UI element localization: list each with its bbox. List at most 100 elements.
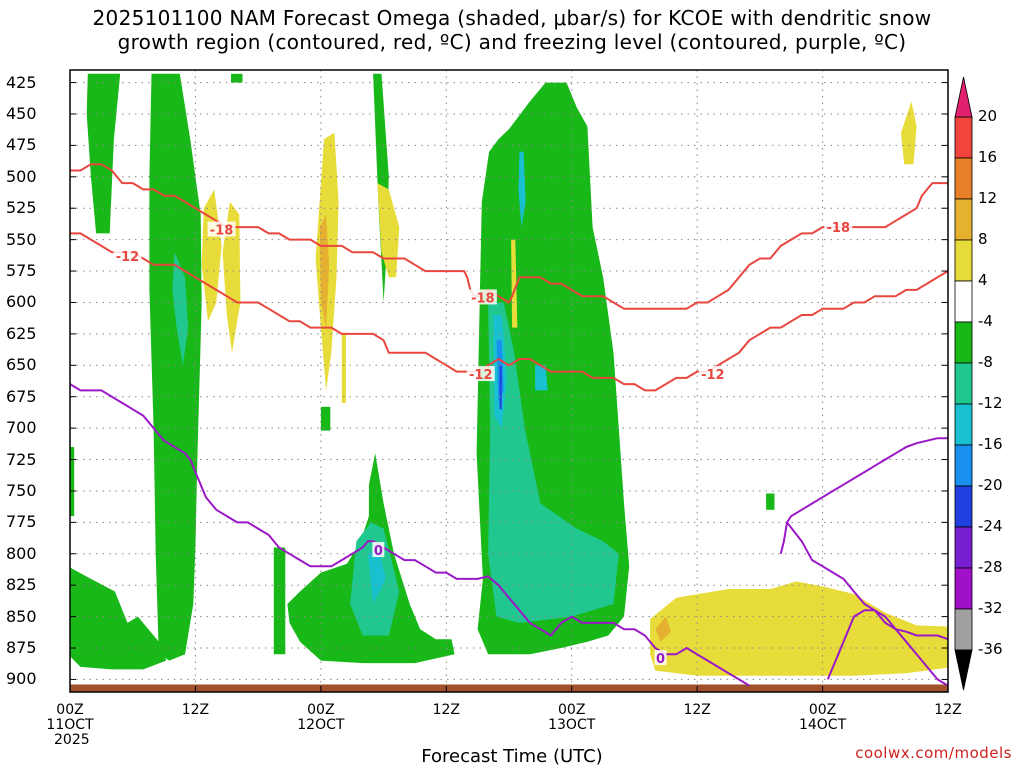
colorbar-tick-3: 8 <box>978 230 988 248</box>
colorbar-tick-0: 20 <box>978 107 998 125</box>
omega-region-15 <box>518 151 526 228</box>
pressure-tick-550: 550 <box>6 229 37 249</box>
pressure-tick-825: 825 <box>6 575 37 595</box>
dendritic-label-2-bg <box>468 289 497 305</box>
time-tick-4-line-1: 13OCT <box>548 717 596 733</box>
time-tick-7: 12Z <box>918 703 978 718</box>
colorbar <box>954 76 973 691</box>
colorbar-tick-2: 12 <box>978 189 998 207</box>
freezing-label-1-bg <box>654 650 667 666</box>
colorbar-tick-6: -8 <box>978 353 993 371</box>
dendritic-label-3-bg <box>466 366 495 382</box>
omega-region-26 <box>650 581 948 676</box>
time-tick-1-line-0: 12Z <box>181 702 210 718</box>
omega-region-4 <box>70 567 167 670</box>
contour-labels: -18 -12 -18 -12 -12 -18 0 0 <box>113 219 853 667</box>
omega-region-29 <box>655 616 671 642</box>
dendritic-label-4-bg <box>698 366 727 382</box>
omega-shading-layer <box>70 73 948 676</box>
pressure-tick-675: 675 <box>6 386 37 406</box>
time-tick-3: 12Z <box>416 703 476 718</box>
colorbar-tick-7: -12 <box>978 394 1003 412</box>
time-tick-2-line-0: 00Z <box>307 702 335 718</box>
omega-region-17 <box>367 547 386 604</box>
omega-region-1 <box>149 73 202 661</box>
freezing-contour-2 <box>779 437 948 555</box>
freezing-label-1: 0 <box>656 652 665 667</box>
pressure-tick-600: 600 <box>6 292 37 312</box>
time-tick-6: 00Z 14OCT <box>793 703 853 733</box>
colorbar-tick-5: -4 <box>978 312 993 330</box>
omega-region-13 <box>488 302 619 623</box>
colorbar-band-3 <box>954 239 973 282</box>
pressure-tick-450: 450 <box>6 103 37 123</box>
colorbar-band-1 <box>954 157 973 200</box>
pressure-tick-800: 800 <box>6 543 37 563</box>
time-tick-0: 00Z 11OCT 2025 <box>40 703 100 748</box>
omega-region-2 <box>231 73 243 83</box>
colorbar-band-0 <box>954 116 973 159</box>
time-tick-6-line-0: 00Z <box>808 702 837 718</box>
colorbar-band-7 <box>954 403 973 446</box>
colorbar-band-11 <box>954 567 973 610</box>
time-tick-1: 12Z <box>165 703 225 718</box>
dendritic-label-0: -18 <box>210 224 234 239</box>
pressure-tick-725: 725 <box>6 449 37 469</box>
freezing-label-0-bg <box>372 542 385 558</box>
time-tick-2: 00Z 12OCT <box>291 703 351 733</box>
colorbar-tick-1: 16 <box>978 148 998 166</box>
time-tick-7-line-0: 12Z <box>934 702 962 718</box>
pressure-tick-625: 625 <box>6 323 37 343</box>
freezing-contour-0 <box>70 383 750 687</box>
colorbar-band-12 <box>954 608 973 651</box>
ground-rect <box>70 684 948 692</box>
time-tick-4-line-0: 00Z <box>558 702 586 718</box>
colorbar-tick-13: -36 <box>978 640 1003 658</box>
colorbar-tick-9: -20 <box>978 476 1003 494</box>
chart-title-line2: growth region (contoured, red, ºC) and f… <box>117 30 907 54</box>
pressure-tick-875: 875 <box>6 638 37 658</box>
dendritic-label-1: -12 <box>116 250 140 265</box>
colorbar-band-10 <box>954 526 973 569</box>
omega-region-11 <box>172 252 189 366</box>
colorbar-band-4 <box>954 280 973 323</box>
colorbar-over-arrow <box>954 76 973 118</box>
plot-frame <box>69 69 949 693</box>
credit-link[interactable]: coolwx.com/models <box>855 744 1012 762</box>
time-tick-0-line-0: 00Z <box>56 702 84 718</box>
time-tick-0-line-2: 2025 <box>54 732 90 748</box>
pressure-tick-900: 900 <box>6 669 37 689</box>
omega-region-25 <box>511 239 518 328</box>
dendritic-label-3: -12 <box>469 368 493 383</box>
colorbar-tick-4: 4 <box>978 271 988 289</box>
omega-region-20 <box>201 189 222 322</box>
colorbar-band-2 <box>954 198 973 241</box>
omega-region-16 <box>535 365 548 391</box>
omega-region-19 <box>499 365 502 410</box>
dendritic-label-1-bg <box>113 247 142 263</box>
x-axis-label: Forecast Time (UTC) <box>421 746 603 767</box>
colorbar-band-6 <box>954 362 973 405</box>
pressure-tick-425: 425 <box>6 72 37 92</box>
omega-region-8 <box>273 547 286 655</box>
dendritic-contour-1 <box>70 232 948 392</box>
time-tick-2-line-1: 12OCT <box>297 717 345 733</box>
ground-strip <box>70 684 948 692</box>
omega-region-27 <box>901 101 917 165</box>
pressure-tick-775: 775 <box>6 512 37 532</box>
time-tick-3-line-0: 12Z <box>432 702 460 718</box>
time-tick-6-line-1: 14OCT <box>798 717 847 733</box>
dendritic-label-4: -12 <box>701 368 725 383</box>
omega-region-0 <box>86 73 121 234</box>
pressure-tick-650: 650 <box>6 355 37 375</box>
omega-region-24 <box>377 183 400 278</box>
pressure-tick-750: 750 <box>6 480 37 500</box>
dendritic-label-5: -18 <box>827 221 851 236</box>
pressure-tick-700: 700 <box>6 418 37 438</box>
colorbar-tick-12: -32 <box>978 599 1003 617</box>
pressure-tick-525: 525 <box>6 198 37 218</box>
dendritic-label-5-bg <box>824 219 853 235</box>
omega-region-6 <box>320 406 331 431</box>
freezing-label-0: 0 <box>374 544 383 559</box>
